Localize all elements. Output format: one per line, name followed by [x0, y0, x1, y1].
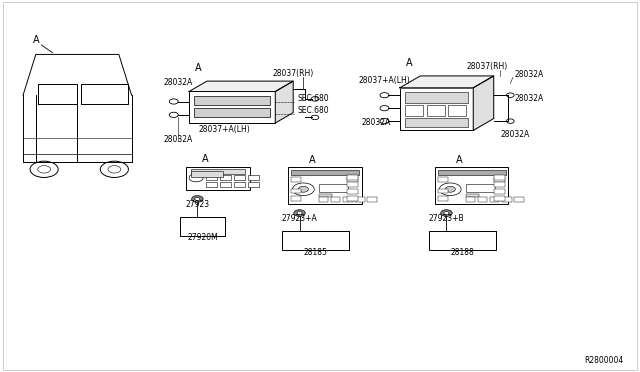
Bar [291, 177, 301, 182]
Bar [405, 118, 468, 128]
Bar [427, 105, 445, 116]
Bar [319, 193, 332, 197]
Bar [348, 177, 358, 182]
Text: 28037(RH): 28037(RH) [467, 62, 508, 71]
Circle shape [191, 196, 203, 202]
Bar [429, 231, 495, 250]
Text: A: A [202, 154, 209, 164]
Bar [435, 167, 508, 204]
Text: 28037+A(LH): 28037+A(LH) [358, 76, 410, 85]
Bar [494, 177, 504, 182]
Text: 28185: 28185 [303, 247, 327, 257]
Text: 28037(RH): 28037(RH) [272, 69, 314, 78]
Text: R2800004: R2800004 [584, 356, 623, 365]
Text: SEC.680: SEC.680 [298, 106, 329, 115]
Bar [282, 231, 349, 250]
Bar [343, 197, 353, 202]
Bar [514, 197, 524, 202]
Polygon shape [189, 81, 293, 92]
Bar [438, 177, 448, 182]
Text: A: A [406, 58, 413, 68]
Circle shape [445, 186, 456, 192]
Bar [494, 189, 504, 194]
Bar [405, 92, 468, 103]
Bar [189, 92, 275, 123]
Bar [367, 197, 377, 202]
Text: 28032A: 28032A [164, 78, 193, 87]
Bar [490, 197, 499, 202]
Bar [494, 182, 504, 187]
Bar [291, 189, 301, 193]
Bar [220, 182, 230, 187]
Bar [206, 175, 216, 180]
Text: 28032A: 28032A [514, 94, 543, 103]
Bar [248, 182, 259, 187]
Circle shape [294, 210, 305, 217]
Bar [348, 175, 358, 180]
Bar [355, 197, 365, 202]
Bar [194, 108, 270, 118]
Bar [234, 182, 244, 187]
Text: 28032A: 28032A [514, 70, 543, 79]
Bar [466, 193, 479, 197]
Bar [348, 182, 358, 187]
Bar [400, 88, 473, 131]
Bar [438, 196, 449, 201]
Bar [291, 196, 301, 201]
Polygon shape [473, 76, 493, 131]
Bar [234, 175, 244, 180]
Bar [319, 184, 348, 192]
Bar [179, 217, 225, 236]
Circle shape [195, 198, 200, 201]
Circle shape [292, 183, 314, 196]
Bar [288, 167, 362, 204]
Text: A: A [456, 155, 463, 165]
Bar [477, 197, 487, 202]
Bar [348, 189, 358, 194]
Bar [494, 175, 504, 180]
Bar [206, 182, 216, 187]
Circle shape [297, 212, 302, 215]
Polygon shape [400, 76, 493, 88]
Text: 27923: 27923 [186, 200, 209, 209]
Bar [191, 169, 244, 174]
Text: 28032A: 28032A [164, 135, 193, 144]
Bar [248, 175, 259, 180]
Bar [331, 197, 340, 202]
Bar [449, 105, 467, 116]
Text: 27923+A: 27923+A [282, 214, 317, 223]
Bar [194, 96, 270, 105]
Text: A: A [195, 63, 202, 73]
Bar [220, 175, 230, 180]
Polygon shape [275, 81, 293, 123]
Text: SEC.680: SEC.680 [298, 94, 329, 103]
Text: 28037+A(LH): 28037+A(LH) [198, 125, 250, 134]
Bar [438, 189, 449, 193]
Bar [191, 171, 223, 177]
Bar [405, 105, 423, 116]
Bar [348, 196, 358, 201]
Text: A: A [309, 155, 316, 165]
Circle shape [444, 212, 449, 215]
Text: 27920M: 27920M [187, 234, 218, 243]
Circle shape [440, 183, 461, 196]
Bar [494, 196, 504, 201]
Bar [438, 170, 506, 175]
Circle shape [189, 174, 203, 182]
Bar [291, 170, 359, 175]
Bar [466, 197, 475, 202]
Text: A: A [33, 35, 39, 45]
Bar [319, 197, 328, 202]
Text: 27923+B: 27923+B [429, 214, 464, 223]
Circle shape [441, 210, 452, 217]
Bar [186, 167, 250, 190]
Bar [502, 197, 511, 202]
Text: 28188: 28188 [450, 247, 474, 257]
Circle shape [298, 186, 308, 192]
Text: 28032A: 28032A [362, 118, 391, 127]
Bar [466, 184, 495, 192]
Text: 28032A: 28032A [500, 130, 529, 139]
